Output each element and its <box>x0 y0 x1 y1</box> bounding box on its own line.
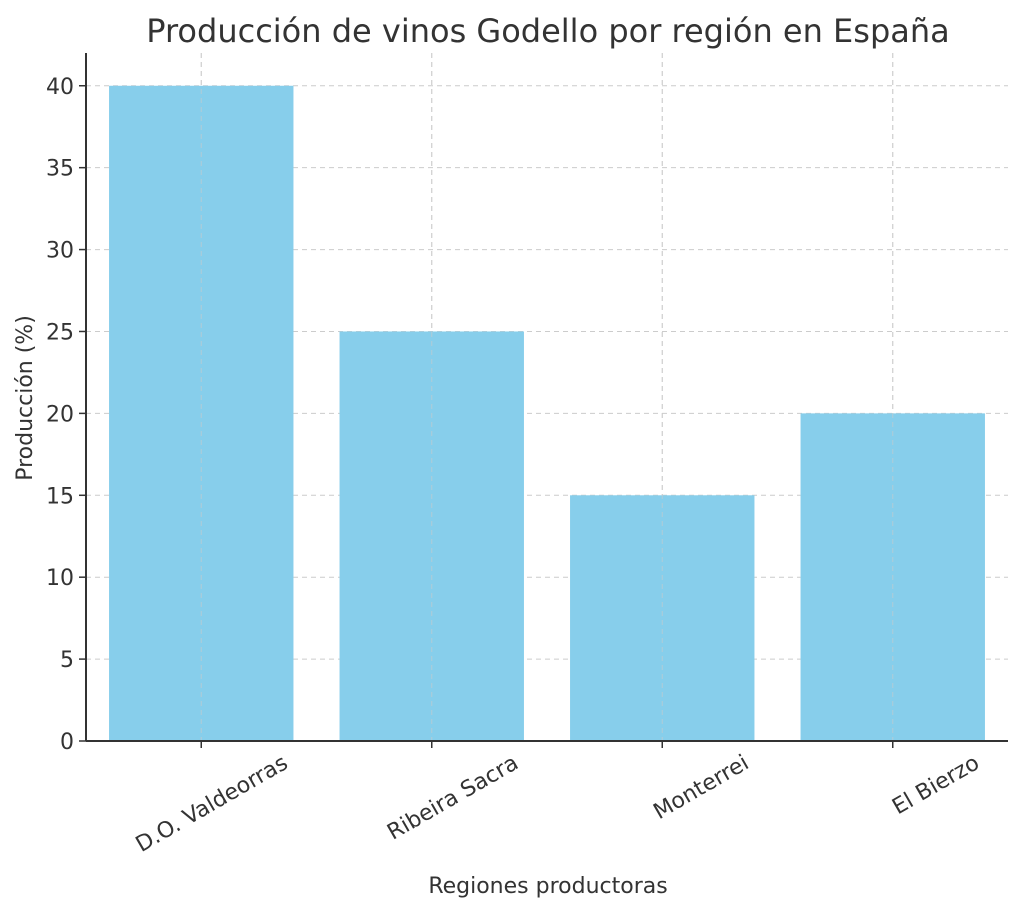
bar <box>339 331 524 741</box>
y-axis-label: Producción (%) <box>13 315 38 481</box>
x-tick-label: D.O. Valdeorras <box>132 751 292 858</box>
chart-title: Producción de vinos Godello por región e… <box>146 12 950 50</box>
y-tick-label: 20 <box>46 402 74 427</box>
y-tick-label: 5 <box>60 648 74 673</box>
x-tick-label: El Bierzo <box>888 751 983 821</box>
bar <box>570 495 755 741</box>
y-tick-label: 35 <box>46 157 74 182</box>
bars <box>109 85 985 741</box>
y-tick-label: 10 <box>46 566 74 591</box>
y-ticks: 0 5 10 15 20 25 30 35 40 <box>46 75 86 755</box>
x-axis-label: Regiones productoras <box>428 874 667 899</box>
y-tick-label: 15 <box>46 484 74 509</box>
y-tick-label: 25 <box>46 320 74 345</box>
y-tick-label: 30 <box>46 239 74 264</box>
x-tick-label: Monterrei <box>649 751 753 825</box>
x-tick-label: Ribeira Sacra <box>383 751 522 846</box>
x-ticks: D.O. Valdeorras Ribeira Sacra Monterrei El … <box>132 741 984 858</box>
y-tick-label: 40 <box>46 75 74 100</box>
y-tick-label: 0 <box>60 730 74 755</box>
